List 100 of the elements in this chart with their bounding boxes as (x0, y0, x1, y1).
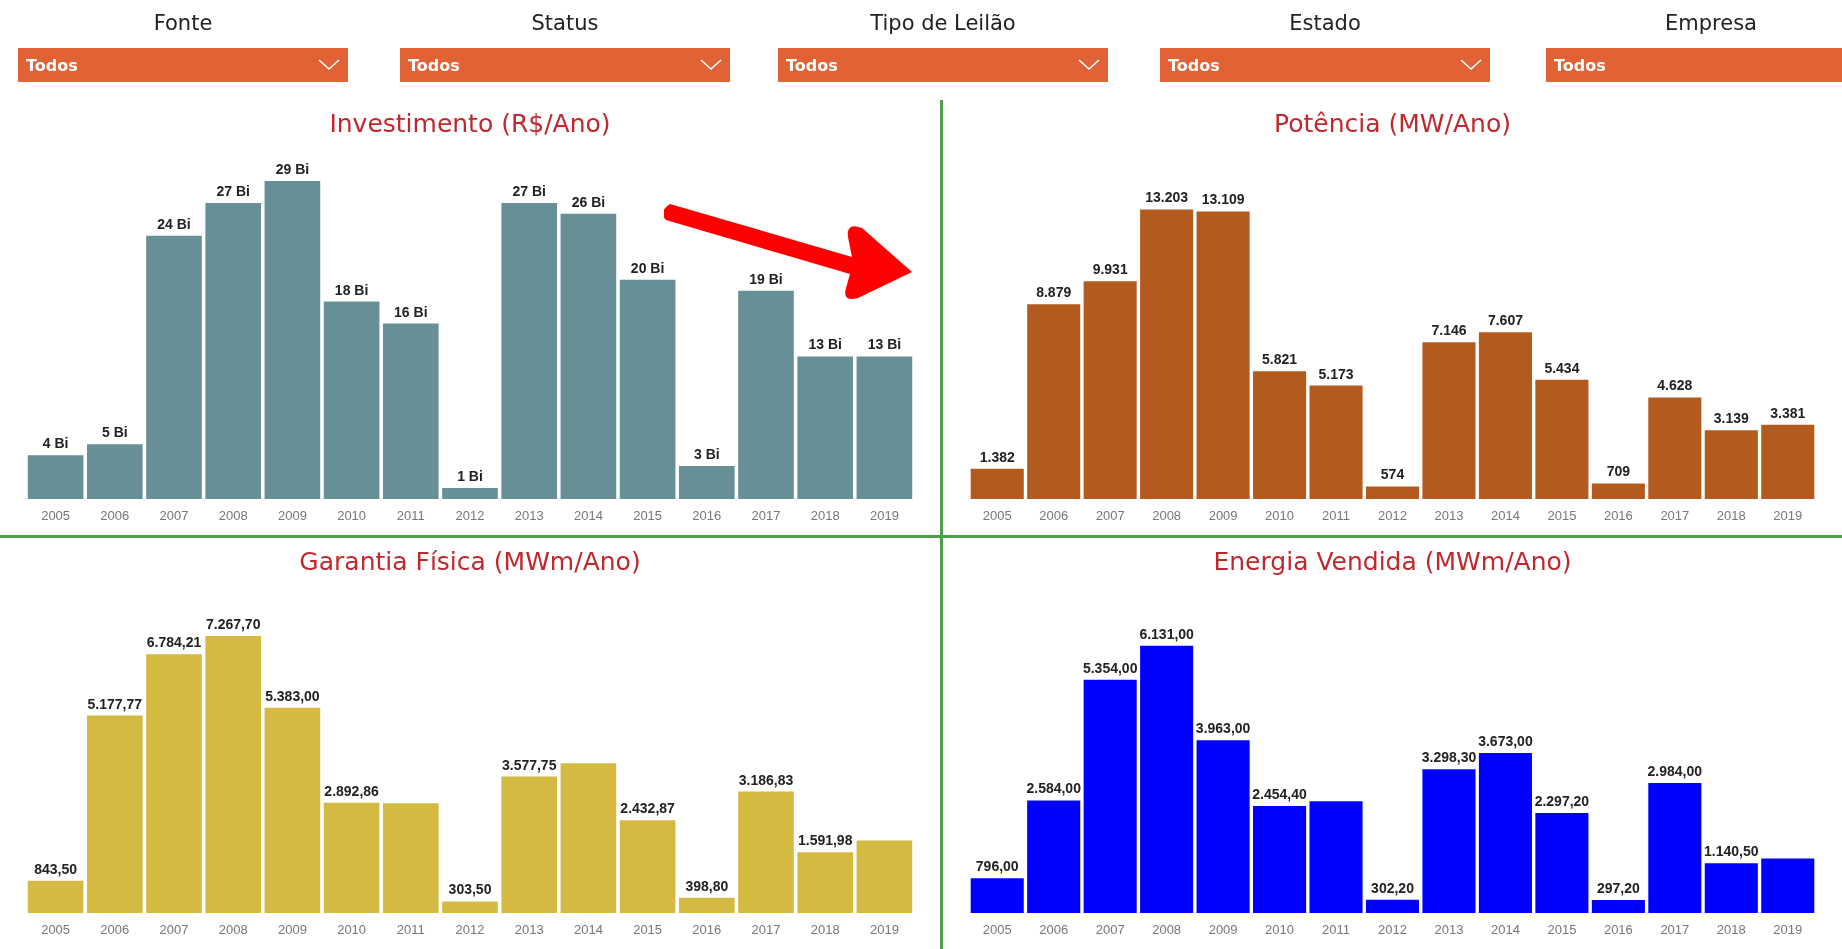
chart-title: Potência (MW/Ano) (1274, 109, 1511, 138)
x-tick-label: 2015 (1547, 922, 1577, 937)
text: Status (530, 10, 600, 37)
data-label: 2.432,87 (620, 800, 676, 817)
x-tick-label: 2017 (751, 508, 781, 523)
data-label: 16 Bi (394, 303, 428, 320)
dropdown-field: Todos (1546, 48, 1842, 82)
text: Empresa (1664, 10, 1758, 37)
x-tick-label: 2019 (869, 922, 899, 937)
x-tick-label: 2011 (396, 922, 425, 937)
x-tick-label: 2006 (1039, 922, 1069, 937)
data-label: 8.879 (1036, 284, 1072, 301)
x-tick-label: 2015 (633, 922, 663, 937)
x-tick-label: 2007 (159, 922, 189, 937)
data-label: 3.139 (1713, 410, 1750, 427)
data-label: 2.892,86 (324, 782, 380, 799)
dropdown-field: Todos (778, 48, 1108, 82)
dropdown-field: Todos (18, 48, 348, 82)
x-tick-label: 2019 (1773, 922, 1803, 937)
x-tick-label: 2019 (869, 508, 899, 523)
data-label: 5 Bi (101, 424, 128, 441)
data-label: 27 Bi (512, 182, 546, 199)
x-tick-label: 2006 (1039, 508, 1069, 523)
x-tick-label: 2013 (514, 922, 544, 937)
x-tick-label: 2010 (337, 508, 367, 523)
x-tick-label: 2016 (692, 508, 722, 523)
x-tick-label: 2007 (1095, 508, 1125, 523)
x-tick-label: 2015 (633, 508, 663, 523)
x-tick-label: 2006 (100, 922, 130, 937)
x-tick-label: 2008 (218, 508, 248, 523)
data-label: 3.577,75 (501, 756, 557, 773)
data-label: 7.267,70 (205, 615, 261, 632)
data-label: 297,20 (1596, 880, 1640, 897)
data-label: 19 Bi (749, 270, 783, 287)
x-tick-label: 2011 (1322, 508, 1351, 523)
x-tick-label: 2016 (1603, 922, 1633, 937)
data-label: 709 (1606, 463, 1631, 480)
x-tick-label: 2018 (1716, 508, 1746, 523)
x-tick-label: 2012 (1378, 508, 1407, 523)
data-label: 3.186,83 (738, 771, 794, 788)
x-tick-label: 2019 (1773, 508, 1803, 523)
chart-title: Investimento (R$/Ano) (329, 109, 611, 138)
x-tick-label: 2017 (1660, 508, 1690, 523)
x-tick-label: 2016 (692, 922, 722, 937)
chart-title: Energia Vendida (MWm/Ano) (1213, 547, 1572, 576)
data-label: 29 Bi (275, 160, 310, 177)
data-label: 2.297,20 (1534, 792, 1590, 809)
data-label: 5.177,77 (87, 695, 143, 712)
data-label: 27 Bi (216, 182, 250, 199)
x-tick-label: 2014 (1490, 922, 1520, 937)
data-label: 24 Bi (157, 215, 191, 232)
x-tick-label: 2018 (810, 922, 840, 937)
data-label: 13 Bi (808, 336, 842, 353)
dropdown-field: Todos (1160, 48, 1490, 82)
x-tick-label: 2012 (455, 922, 485, 937)
x-tick-label: 2018 (1716, 922, 1746, 937)
x-tick-label: 2008 (218, 922, 248, 937)
x-tick-label: 2011 (396, 508, 425, 523)
data-label: 18 Bi (334, 281, 369, 298)
data-label: 1.591,98 (797, 832, 853, 849)
data-label: 5.821 (1262, 351, 1298, 368)
x-tick-label: 2014 (573, 508, 603, 523)
chart-title: Garantia Física (MWm/Ano) (299, 547, 641, 576)
data-label: 843,50 (34, 860, 78, 877)
data-label: 5.383,00 (265, 687, 320, 704)
x-tick-label: 2005 (982, 508, 1012, 523)
data-label: 13.109 (1201, 191, 1245, 208)
data-label: 574 (1380, 466, 1405, 483)
data-label: 1.140,50 (1704, 843, 1759, 860)
x-tick-label: 2009 (1208, 922, 1238, 937)
data-label: 7.146 (1431, 322, 1467, 339)
x-tick-label: 2012 (455, 508, 485, 523)
data-label: 5.354,00 (1082, 659, 1138, 676)
x-tick-label: 2014 (1490, 508, 1520, 523)
data-label: 3.298,30 (1421, 749, 1477, 766)
data-label: 13 Bi (867, 336, 902, 353)
data-label: 3 Bi (693, 446, 720, 463)
x-tick-label: 2009 (1208, 508, 1238, 523)
x-tick-label: 2006 (100, 508, 130, 523)
x-tick-label: 2010 (1265, 508, 1295, 523)
x-tick-label: 2013 (514, 508, 544, 523)
x-tick-label: 2011 (1322, 922, 1351, 937)
x-tick-label: 2018 (810, 508, 840, 523)
x-tick-label: 2010 (1265, 922, 1295, 937)
data-label: 2.584,00 (1026, 780, 1082, 797)
data-label: 5.173 (1318, 365, 1354, 382)
data-label: 3.381 (1770, 404, 1806, 421)
x-tick-label: 2008 (1152, 508, 1182, 523)
text: Estado (1288, 10, 1362, 37)
data-label: 6.131,00 (1139, 625, 1195, 642)
data-label: 26 Bi (571, 193, 606, 210)
x-tick-label: 2013 (1434, 508, 1464, 523)
x-tick-label: 2009 (277, 922, 307, 937)
data-label: 6.784,21 (146, 634, 202, 651)
data-label: 5.434 (1544, 359, 1580, 376)
x-tick-label: 2013 (1434, 922, 1464, 937)
x-tick-label: 2017 (751, 922, 781, 937)
text: Tipo de Leilão (869, 10, 1017, 37)
x-tick-label: 2007 (1095, 922, 1125, 937)
x-tick-label: 2005 (982, 922, 1012, 937)
